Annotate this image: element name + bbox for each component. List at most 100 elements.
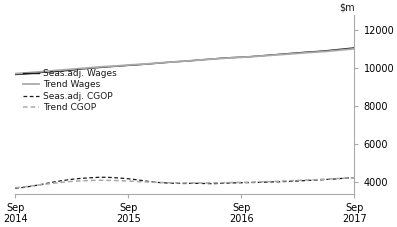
Seas.adj. Wages — [22, 73, 27, 75]
Seas.adj. Wages — [13, 73, 17, 76]
Trend CGOP — [182, 182, 187, 184]
Trend Wages — [314, 51, 319, 53]
Seas.adj. CGOP — [192, 182, 197, 185]
Trend CGOP — [50, 182, 55, 185]
Seas.adj. Wages — [229, 56, 234, 59]
Seas.adj. Wages — [267, 54, 272, 57]
Seas.adj. CGOP — [164, 182, 168, 184]
Trend Wages — [98, 66, 102, 68]
Line: Seas.adj. CGOP: Seas.adj. CGOP — [15, 177, 355, 188]
Seas.adj. Wages — [88, 67, 93, 70]
Seas.adj. Wages — [343, 47, 347, 50]
Trend Wages — [295, 52, 300, 55]
Seas.adj. Wages — [201, 58, 206, 61]
Seas.adj. Wages — [126, 64, 131, 67]
Trend Wages — [229, 56, 234, 59]
Seas.adj. CGOP — [249, 181, 253, 184]
Trend CGOP — [258, 180, 262, 183]
Trend Wages — [333, 49, 338, 52]
Seas.adj. CGOP — [60, 179, 65, 182]
Seas.adj. CGOP — [107, 176, 112, 179]
Trend Wages — [126, 64, 131, 66]
Legend: Seas.adj. Wages, Trend Wages, Seas.adj. CGOP, Trend CGOP: Seas.adj. Wages, Trend Wages, Seas.adj. … — [23, 69, 117, 112]
Seas.adj. CGOP — [314, 179, 319, 181]
Trend CGOP — [267, 180, 272, 183]
Trend CGOP — [41, 183, 46, 186]
Trend CGOP — [343, 177, 347, 180]
Trend Wages — [249, 55, 253, 58]
Seas.adj. CGOP — [229, 182, 234, 184]
Trend CGOP — [286, 179, 291, 182]
Seas.adj. Wages — [31, 72, 36, 74]
Trend Wages — [305, 51, 310, 54]
Trend Wages — [182, 60, 187, 62]
Trend CGOP — [192, 182, 197, 184]
Seas.adj. Wages — [352, 47, 357, 49]
Seas.adj. CGOP — [267, 181, 272, 183]
Trend Wages — [41, 70, 46, 73]
Trend CGOP — [60, 181, 65, 184]
Trend CGOP — [352, 176, 357, 179]
Seas.adj. CGOP — [69, 178, 74, 181]
Trend Wages — [239, 56, 244, 59]
Seas.adj. CGOP — [98, 176, 102, 179]
Trend CGOP — [164, 181, 168, 184]
Seas.adj. Wages — [98, 66, 102, 69]
Trend CGOP — [107, 179, 112, 182]
Trend Wages — [277, 53, 281, 56]
Seas.adj. CGOP — [173, 182, 178, 185]
Seas.adj. CGOP — [126, 177, 131, 180]
Seas.adj. CGOP — [88, 176, 93, 179]
Trend CGOP — [201, 182, 206, 184]
Seas.adj. CGOP — [324, 178, 329, 181]
Trend Wages — [31, 71, 36, 74]
Seas.adj. Wages — [192, 59, 197, 62]
Trend Wages — [145, 62, 149, 65]
Trend Wages — [220, 57, 225, 60]
Trend Wages — [107, 65, 112, 68]
Trend CGOP — [305, 179, 310, 181]
Trend Wages — [201, 58, 206, 61]
Trend Wages — [352, 47, 357, 50]
Seas.adj. Wages — [154, 62, 159, 65]
Seas.adj. CGOP — [239, 181, 244, 184]
Seas.adj. Wages — [145, 63, 149, 65]
Trend Wages — [79, 67, 83, 70]
Trend CGOP — [324, 178, 329, 180]
Seas.adj. CGOP — [277, 180, 281, 183]
Trend CGOP — [295, 179, 300, 182]
Trend CGOP — [333, 177, 338, 180]
Trend CGOP — [229, 181, 234, 184]
Trend CGOP — [314, 178, 319, 181]
Trend Wages — [13, 72, 17, 75]
Seas.adj. Wages — [60, 69, 65, 72]
Trend Wages — [116, 64, 121, 67]
Trend Wages — [69, 68, 74, 71]
Seas.adj. Wages — [333, 48, 338, 51]
Trend Wages — [258, 55, 262, 57]
Seas.adj. Wages — [107, 65, 112, 68]
Trend CGOP — [98, 179, 102, 182]
Seas.adj. CGOP — [41, 183, 46, 185]
Trend CGOP — [13, 186, 17, 189]
Trend Wages — [192, 59, 197, 62]
Seas.adj. Wages — [314, 50, 319, 53]
Trend CGOP — [277, 180, 281, 183]
Seas.adj. Wages — [258, 54, 262, 57]
Trend Wages — [88, 66, 93, 69]
Trend CGOP — [211, 181, 216, 184]
Seas.adj. Wages — [50, 70, 55, 73]
Seas.adj. Wages — [305, 51, 310, 53]
Seas.adj. Wages — [220, 57, 225, 59]
Trend Wages — [164, 61, 168, 64]
Trend CGOP — [22, 185, 27, 188]
Seas.adj. CGOP — [31, 184, 36, 187]
Seas.adj. CGOP — [13, 187, 17, 190]
Trend CGOP — [31, 184, 36, 187]
Trend CGOP — [220, 181, 225, 184]
Trend CGOP — [116, 179, 121, 182]
Seas.adj. Wages — [41, 71, 46, 74]
Trend Wages — [50, 69, 55, 72]
Seas.adj. Wages — [164, 61, 168, 64]
Line: Seas.adj. Wages: Seas.adj. Wages — [15, 48, 355, 74]
